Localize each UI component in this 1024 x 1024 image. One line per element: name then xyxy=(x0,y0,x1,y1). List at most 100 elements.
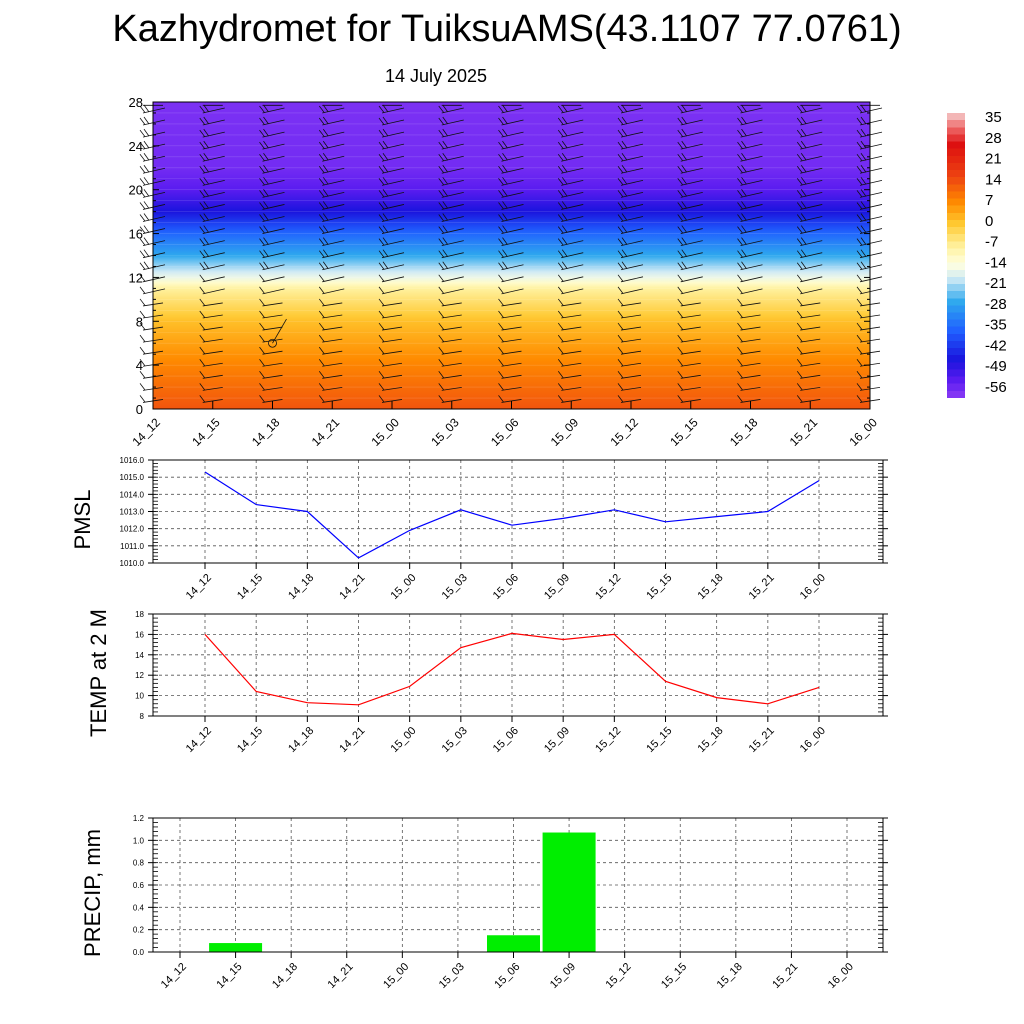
wind-barb-flag xyxy=(318,346,325,355)
wind-barb-flag xyxy=(741,189,747,197)
wind-barb-flag xyxy=(677,190,684,198)
wind-barb-flag xyxy=(502,225,508,233)
pmsl-panel: 1010.0 1011.0 1012.0 1013.0 1014.0 1015.0 1016… xyxy=(70,456,888,602)
wind-barb-flag xyxy=(677,226,684,234)
wind-barb-flag xyxy=(318,298,325,306)
wind-barbs xyxy=(139,104,883,403)
wind-barb-flag xyxy=(681,249,688,257)
wind-barb xyxy=(561,228,584,234)
wind-barb xyxy=(262,179,285,186)
wind-barb xyxy=(381,155,405,162)
wind-barb xyxy=(561,326,582,331)
wind-barb-flag xyxy=(143,152,150,161)
wind-barb xyxy=(620,302,642,307)
wind-barb-flag xyxy=(856,117,863,125)
wind-barb-flag xyxy=(621,237,628,245)
wind-barb xyxy=(620,252,644,259)
wind-barb-flag xyxy=(860,165,867,173)
colorbar: 35 28 21 14 7 0 -7 -14 -21 -28 -35 -42 -49 -56 xyxy=(947,109,1007,398)
colorbar-label: 28 xyxy=(985,130,1002,147)
y-tick-label: 4 xyxy=(136,358,143,373)
wind-barb-flag xyxy=(617,202,624,210)
wind-barb xyxy=(620,399,642,403)
wind-barb-flag xyxy=(677,166,684,174)
wind-barb-flag xyxy=(139,153,146,162)
wind-barb-flag xyxy=(796,105,803,113)
wind-barb-flag xyxy=(382,249,389,257)
wind-barb xyxy=(501,216,524,222)
wind-barb-flag xyxy=(378,105,385,113)
wind-barb xyxy=(501,326,522,331)
wind-barb-flag xyxy=(259,250,265,258)
wind-barb xyxy=(381,362,403,367)
wind-barb-flag xyxy=(322,165,329,173)
wind-barb-flag xyxy=(617,322,624,330)
wind-barb xyxy=(620,264,644,271)
wind-barb-flag xyxy=(800,152,807,161)
wind-barb xyxy=(202,264,225,271)
wind-barb-flag xyxy=(800,165,807,173)
x-tick-label: 15_18 xyxy=(715,961,745,991)
wind-barb-flag xyxy=(442,261,449,269)
wind-barb-flag xyxy=(677,274,684,282)
wind-barb-flag xyxy=(557,334,564,342)
wind-barb-flag xyxy=(438,383,445,391)
wind-barb xyxy=(441,314,462,319)
wind-barb xyxy=(740,204,763,210)
x-tick-label: 15_15 xyxy=(667,415,701,449)
wind-barb-flag xyxy=(681,213,688,221)
wind-barb xyxy=(620,216,644,222)
wind-barb-flag xyxy=(557,129,564,137)
wind-barb-flag xyxy=(737,153,743,162)
wind-barb xyxy=(381,399,403,403)
wind-barb-flag xyxy=(617,274,624,282)
wind-barb xyxy=(561,386,582,391)
wind-barb-flag xyxy=(557,190,564,198)
wind-barb-flag xyxy=(677,334,684,342)
wind-barb-flag xyxy=(382,165,389,173)
wind-barb-flag xyxy=(856,238,863,246)
wind-barb-flag xyxy=(677,262,684,270)
wind-barb xyxy=(740,338,761,343)
wind-barb-flag xyxy=(737,250,743,258)
wind-barb xyxy=(202,326,223,331)
wind-barb xyxy=(680,107,703,114)
wind-barb-flag xyxy=(378,190,385,198)
wind-barb xyxy=(680,264,703,271)
wind-barb-flag xyxy=(860,237,867,245)
wind-barb xyxy=(381,204,405,210)
wind-barb-flag xyxy=(322,261,329,269)
wind-barb-flag xyxy=(737,346,743,355)
wind-barb-flag xyxy=(263,213,269,221)
wind-barb xyxy=(620,276,644,283)
wind-barb-flag xyxy=(263,237,269,245)
wind-barb xyxy=(680,326,701,331)
wind-barb-flag xyxy=(143,225,150,233)
wind-barb-flag xyxy=(860,152,867,161)
wind-barb-flag xyxy=(800,225,807,233)
wind-barb-flag xyxy=(318,395,325,403)
wind-barb-flag xyxy=(621,104,628,113)
y-tick-label: 0.8 xyxy=(133,859,145,868)
wind-barb-flag xyxy=(203,152,210,161)
wind-barb-flag xyxy=(677,250,684,258)
wind-barb xyxy=(620,240,644,247)
wind-barb-flag xyxy=(737,129,743,137)
wind-barb-flag xyxy=(259,117,265,125)
wind-barb xyxy=(800,264,823,271)
wind-barb-flag xyxy=(438,310,445,318)
wind-barb-flag xyxy=(737,395,743,403)
wind-barb xyxy=(561,143,584,150)
wind-barb-flag xyxy=(800,249,807,257)
y-tick-label: 14 xyxy=(135,651,144,660)
wind-barb xyxy=(441,362,462,367)
wind-barb-flag xyxy=(800,201,807,209)
y-tick-label: 1010.0 xyxy=(120,559,145,568)
x-tick-label: 14_18 xyxy=(286,572,316,602)
wind-barb xyxy=(740,191,763,198)
wind-barb-flag xyxy=(139,334,146,342)
wind-barb-flag xyxy=(737,166,743,174)
wind-barb-flag xyxy=(318,226,325,234)
wind-barb xyxy=(800,216,823,222)
wind-barb-flag xyxy=(139,395,146,403)
